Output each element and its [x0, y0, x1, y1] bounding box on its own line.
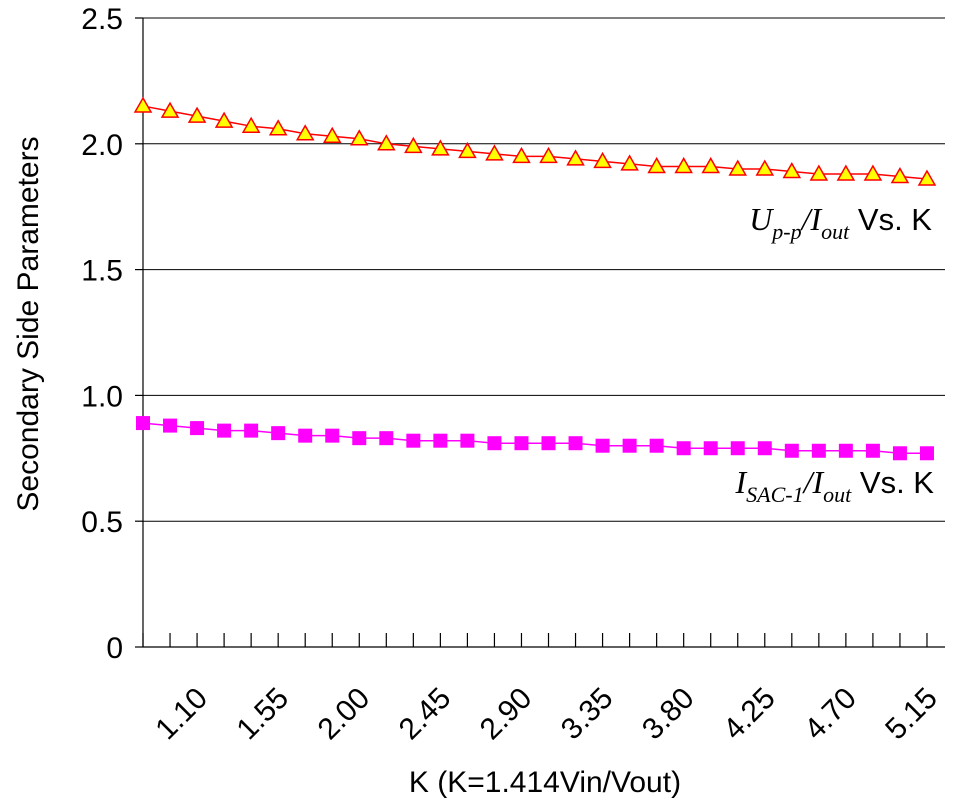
series-line-0 [142, 105, 928, 180]
axes: 0 0.5 1.0 1.5 2.0 2.5 1.10 1.55 2.00 2.45 2.90 3.35… [81, 3, 945, 746]
series-point-square [541, 436, 556, 451]
y-tick-label: 1.0 [81, 380, 123, 413]
series-point-square [730, 441, 745, 456]
series-point-triangle [782, 161, 802, 179]
series-point-square [676, 441, 691, 456]
y-tick-label: 1.5 [81, 255, 123, 288]
series-point-triangle [917, 169, 937, 186]
series-point-square [757, 441, 772, 456]
series-point-square [919, 446, 934, 461]
series-point-square [190, 421, 205, 436]
series-point-square [298, 428, 313, 443]
series-label-isac: ISAC-1/Iout Vs. K [735, 464, 935, 507]
series-point-square [244, 423, 259, 438]
series-group [133, 96, 937, 461]
series-point-triangle [728, 159, 748, 176]
x-tick-label: 4.70 [798, 682, 863, 747]
series-point-square [460, 433, 475, 448]
series-point-square [784, 443, 799, 458]
series-point-square [406, 433, 421, 448]
series-point-square [649, 438, 664, 453]
series-point-triangle [214, 111, 234, 128]
series-point-triangle [268, 119, 288, 136]
y-tick-label: 2.5 [81, 3, 123, 36]
y-tick-label: 0.5 [81, 506, 123, 539]
series-point-triangle [890, 166, 910, 184]
series-point-triangle [755, 159, 775, 176]
series-point-triangle [404, 136, 423, 154]
y-axis-title: Secondary Side Parameters [12, 136, 45, 511]
series-point-triangle [160, 101, 180, 118]
series-point-square [892, 446, 907, 461]
x-tick-label: 2.45 [393, 682, 458, 747]
series-point-triangle [566, 149, 585, 166]
series-line-1 [142, 422, 927, 455]
x-tick-label: 1.55 [230, 682, 295, 747]
series-point-square [622, 438, 637, 453]
series-point-triangle [485, 144, 504, 161]
series-point-square [838, 443, 853, 458]
y-tick-label: 0 [106, 632, 123, 665]
x-tick-label: 2.90 [474, 682, 539, 747]
series-point-triangle [377, 134, 396, 151]
series-point-square [595, 438, 610, 453]
series-point-triangle [863, 164, 883, 181]
series-point-triangle [349, 129, 369, 146]
series-point-square [865, 443, 880, 458]
x-tick-label: 2.00 [312, 682, 377, 747]
series-point-square [325, 428, 340, 443]
grid-lines [143, 17, 945, 522]
series-point-square [163, 418, 178, 433]
series-point-square [514, 436, 529, 451]
series-point-triangle [133, 96, 153, 113]
series-point-triangle [674, 156, 693, 174]
x-axis-title: K (K=1.414Vin/Vout) [409, 766, 681, 799]
x-tick-label: 1.10 [149, 682, 214, 747]
series-point-triangle [620, 154, 639, 171]
series-point-square [217, 423, 232, 438]
series-point-triangle [539, 146, 558, 164]
x-tick-label: 4.25 [717, 682, 782, 747]
series-point-triangle [836, 164, 856, 181]
series-point-triangle [809, 164, 829, 181]
y-tick-label: 2.0 [81, 129, 123, 162]
series-point-square [433, 433, 448, 448]
series-point-square [352, 431, 367, 446]
series-point-triangle [593, 151, 612, 169]
series-point-triangle [701, 156, 721, 174]
series-point-square [568, 436, 583, 451]
series-point-triangle [295, 124, 315, 141]
series-point-triangle [322, 126, 342, 144]
series-point-square [703, 441, 718, 456]
series-point-square [271, 426, 286, 441]
series-point-square [379, 431, 394, 446]
series-point-triangle [241, 116, 261, 133]
series-point-triangle [647, 156, 666, 174]
series-point-square [811, 443, 826, 458]
series-point-triangle [431, 139, 450, 156]
x-tick-label: 3.35 [555, 682, 620, 747]
series-point-square [136, 416, 150, 431]
series-point-triangle [512, 146, 531, 164]
x-tick-label: 5.15 [879, 682, 944, 747]
series-label-upp: Up-p/Iout Vs. K [749, 201, 932, 244]
series-point-triangle [187, 106, 207, 123]
series-point-square [487, 436, 502, 451]
x-tick-label: 3.80 [636, 682, 701, 747]
series-point-triangle [458, 141, 477, 159]
